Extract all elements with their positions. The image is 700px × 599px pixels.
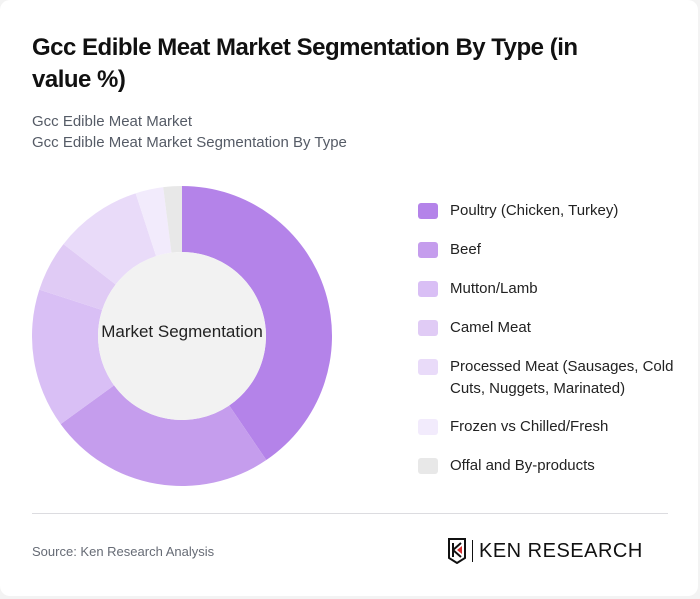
donut-hole: [98, 252, 266, 420]
donut-slice: [60, 385, 267, 486]
legend-item: Beef: [418, 239, 690, 261]
legend-item: Mutton/Lamb: [418, 278, 690, 300]
legend-label: Beef: [450, 241, 481, 258]
legend-swatch: [418, 419, 438, 435]
donut-slice: [135, 187, 172, 257]
donut-slice: [163, 186, 182, 253]
subtitle-segmentation: Gcc Edible Meat Market Segmentation By T…: [32, 134, 347, 151]
footer-divider: [32, 513, 668, 514]
legend-item: Processed Meat (Sausages, Cold Cuts, Nug…: [418, 356, 690, 400]
donut-center-label: Market Segmentation: [101, 322, 263, 341]
legend-label: Frozen vs Chilled/Fresh: [450, 418, 609, 435]
chart-title: Gcc Edible Meat Market Segmentation By T…: [32, 34, 578, 93]
donut-chart: [32, 186, 332, 486]
donut-slice: [32, 289, 115, 425]
legend-label: Poultry (Chicken, Turkey): [450, 202, 619, 219]
legend-item: Camel Meat: [418, 317, 690, 339]
legend-item: Offal and By-products: [418, 455, 690, 477]
legend-label: Processed Meat (Sausages, Cold Cuts, Nug…: [450, 358, 674, 397]
legend-item: Frozen vs Chilled/Fresh: [418, 416, 690, 438]
legend-swatch: [418, 458, 438, 474]
legend-swatch: [418, 320, 438, 336]
source-text: Source: Ken Research Analysis: [32, 544, 215, 559]
donut-slice: [63, 193, 157, 285]
donut-slice: [182, 186, 332, 461]
legend-swatch: [418, 281, 438, 297]
ken-research-logo: KEN RESEARCH: [447, 538, 643, 564]
subtitle-market: Gcc Edible Meat Market: [32, 113, 193, 130]
legend-label: Offal and By-products: [450, 457, 595, 474]
logo-text: KEN RESEARCH: [479, 539, 643, 562]
legend-swatch: [418, 359, 438, 375]
legend: Poultry (Chicken, Turkey) Beef Mutton/Lamb…: [418, 200, 690, 494]
donut-slice: [39, 244, 116, 311]
ken-research-logo-icon: [448, 538, 466, 564]
legend-swatch: [418, 203, 438, 219]
legend-label: Mutton/Lamb: [450, 280, 538, 297]
legend-item: Poultry (Chicken, Turkey): [418, 200, 690, 222]
logo-separator: [472, 540, 473, 562]
legend-label: Camel Meat: [450, 319, 531, 336]
legend-swatch: [418, 242, 438, 258]
